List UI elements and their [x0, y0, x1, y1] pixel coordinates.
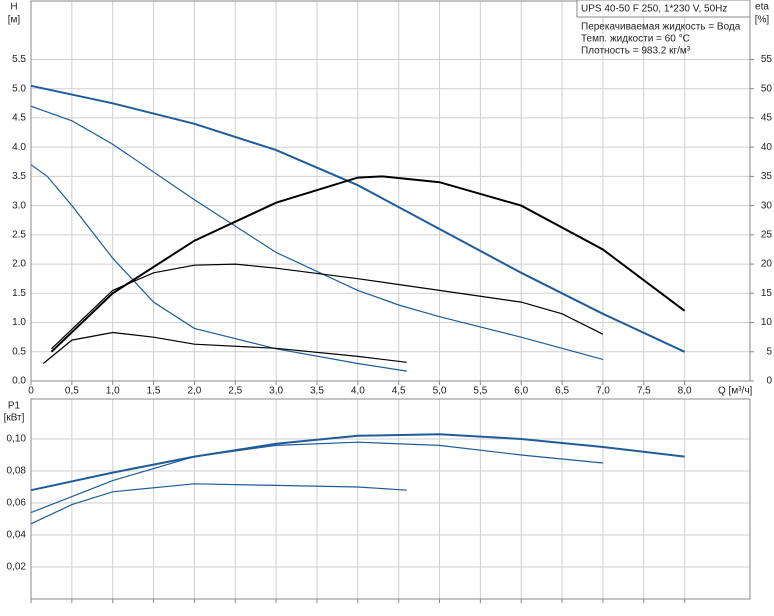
y-tick-label: 0,06 — [7, 498, 27, 509]
plot-frame — [30, 0, 751, 382]
x-tick-label: 8,0 — [678, 386, 692, 397]
y2-tick-label: 10 — [761, 317, 773, 328]
y-label: P1 — [8, 401, 21, 412]
curve — [50, 175, 686, 353]
x-tick-label: 6,5 — [555, 386, 569, 397]
x-tick-label: 5,5 — [473, 386, 487, 397]
y-tick-label: 3.0 — [12, 200, 26, 211]
x-tick-label: 3,5 — [310, 386, 324, 397]
y2-unit: [%] — [755, 15, 770, 26]
y-label: H — [10, 2, 17, 13]
y2-label: eta — [755, 2, 769, 13]
x-tick-label: 0 — [28, 386, 34, 397]
y2-tick-label: 45 — [761, 113, 773, 124]
plot-frame — [30, 398, 751, 600]
y2-tick-label: 25 — [761, 229, 773, 240]
note: Перекачиваемая жидкость = Вода — [581, 22, 741, 33]
x-tick-label: 7,5 — [637, 386, 651, 397]
x-tick-label: 7,0 — [596, 386, 610, 397]
y-tick-label: 3.5 — [12, 171, 26, 182]
y-tick-label: 0,02 — [7, 562, 27, 573]
y2-tick-label: 20 — [761, 259, 773, 270]
y-tick-label: 2.5 — [12, 229, 26, 240]
curve — [30, 84, 686, 353]
x-tick-label: 4,0 — [351, 386, 365, 397]
x-tick-label: 6,0 — [514, 386, 528, 397]
curve — [30, 433, 685, 492]
x-tick-label: 2,5 — [228, 386, 242, 397]
curve — [30, 164, 407, 372]
y2-tick-label: 0 — [766, 376, 772, 387]
x-tick-label: 5,0 — [433, 386, 447, 397]
x-tick-label: 0,5 — [65, 386, 79, 397]
curve — [30, 105, 604, 360]
y2-tick-label: 50 — [761, 83, 773, 94]
x-tick-label: 3,0 — [269, 386, 283, 397]
y-tick-label: 1.5 — [12, 288, 26, 299]
x-tick-label: 2,0 — [187, 386, 201, 397]
x-tick-label: 4,5 — [392, 386, 406, 397]
x-tick-label: 1,0 — [106, 386, 120, 397]
note: Темп. жидкости = 60 °C — [581, 34, 690, 45]
curve — [30, 441, 603, 514]
y2-tick-label: 5 — [766, 346, 772, 357]
y-unit: [кВт] — [4, 413, 25, 424]
y-tick-label: 1.0 — [12, 317, 26, 328]
y-tick-label: 0,08 — [7, 466, 27, 477]
note: Плотность = 983.2 кг/м³ — [581, 46, 691, 57]
y-tick-label: 5.5 — [12, 54, 26, 65]
x-tick-label: 1,5 — [147, 386, 161, 397]
y-tick-label: 0.5 — [12, 346, 26, 357]
y-tick-label: 0,10 — [7, 434, 27, 445]
y-unit: [м] — [8, 15, 21, 26]
y2-tick-label: 35 — [761, 171, 773, 182]
y2-tick-label: 15 — [761, 288, 773, 299]
y2-tick-label: 40 — [761, 142, 773, 153]
legend-box — [576, 0, 751, 18]
y-tick-label: 4.5 — [12, 113, 26, 124]
legend-title: UPS 40-50 F 250, 1*230 V, 50Hz — [581, 4, 727, 15]
curve — [30, 483, 407, 525]
y2-tick-label: 30 — [761, 200, 773, 211]
y-tick-label: 4.0 — [12, 142, 26, 153]
y-tick-label: 0,04 — [7, 530, 27, 541]
curve — [50, 263, 604, 350]
curve — [42, 331, 407, 364]
y-tick-label: 5.0 — [12, 83, 26, 94]
x-label: Q [м³/ч] — [718, 386, 753, 397]
y-tick-label: 0.0 — [12, 376, 26, 387]
y2-tick-label: 55 — [761, 54, 773, 65]
y-tick-label: 2.0 — [12, 259, 26, 270]
